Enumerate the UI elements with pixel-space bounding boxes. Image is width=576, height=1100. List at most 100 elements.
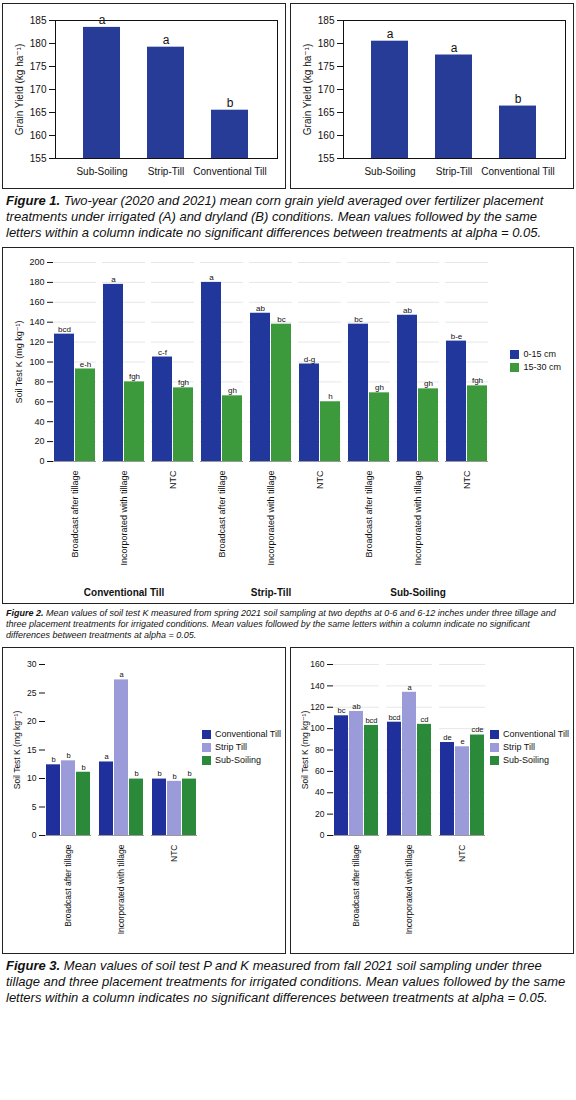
svg-text:e-h: e-h bbox=[80, 360, 92, 369]
svg-text:a: a bbox=[119, 670, 124, 679]
svg-text:NTC: NTC bbox=[462, 470, 472, 489]
svg-text:0: 0 bbox=[32, 830, 37, 840]
svg-text:fgh: fgh bbox=[178, 378, 189, 387]
svg-text:b: b bbox=[227, 96, 234, 110]
svg-text:a: a bbox=[387, 27, 394, 41]
svg-text:b: b bbox=[157, 769, 161, 778]
svg-text:Broadcast after tillage: Broadcast after tillage bbox=[70, 471, 80, 558]
svg-text:bcd: bcd bbox=[388, 713, 400, 722]
svg-text:Strip-Till: Strip-Till bbox=[251, 587, 292, 598]
svg-text:180: 180 bbox=[318, 38, 335, 49]
svg-text:c-f: c-f bbox=[158, 348, 168, 357]
svg-text:40: 40 bbox=[34, 417, 44, 427]
svg-text:Conventional Till: Conventional Till bbox=[193, 166, 266, 177]
svg-text:185: 185 bbox=[318, 15, 335, 26]
svg-text:165: 165 bbox=[318, 107, 335, 118]
svg-text:gh: gh bbox=[375, 383, 384, 392]
svg-text:a: a bbox=[451, 41, 458, 55]
svg-text:NTC: NTC bbox=[168, 470, 178, 489]
svg-text:ab: ab bbox=[256, 304, 265, 313]
svg-text:100: 100 bbox=[29, 357, 44, 367]
svg-text:80: 80 bbox=[34, 377, 44, 387]
svg-text:gh: gh bbox=[228, 386, 237, 395]
svg-text:Broadcast after tillage: Broadcast after tillage bbox=[63, 844, 73, 926]
svg-text:0: 0 bbox=[39, 456, 44, 466]
svg-text:Soil Test K (mg kg⁻¹): Soil Test K (mg kg⁻¹) bbox=[300, 711, 310, 790]
svg-text:bc: bc bbox=[338, 706, 346, 715]
svg-text:60: 60 bbox=[34, 397, 44, 407]
svg-text:Incorporated with tillage: Incorporated with tillage bbox=[119, 471, 129, 566]
svg-text:NTC: NTC bbox=[315, 470, 325, 489]
svg-text:175: 175 bbox=[30, 61, 47, 72]
svg-text:Strip-Till: Strip-Till bbox=[436, 166, 472, 177]
svg-text:b: b bbox=[81, 763, 85, 772]
svg-text:NTC: NTC bbox=[457, 845, 467, 862]
svg-text:120: 120 bbox=[310, 702, 324, 712]
svg-text:170: 170 bbox=[318, 84, 335, 95]
svg-text:160: 160 bbox=[29, 297, 44, 307]
svg-text:120: 120 bbox=[29, 337, 44, 347]
svg-text:ab: ab bbox=[403, 306, 412, 315]
svg-text:170: 170 bbox=[30, 84, 47, 95]
svg-text:Broadcast after tillage: Broadcast after tillage bbox=[217, 471, 227, 558]
svg-text:d-g: d-g bbox=[304, 355, 316, 364]
svg-text:Sub-Soiling: Sub-Soiling bbox=[364, 166, 415, 177]
svg-text:Grain Yield (kg ha⁻¹): Grain Yield (kg ha⁻¹) bbox=[14, 44, 25, 135]
svg-text:Incorporated with tillage: Incorporated with tillage bbox=[413, 471, 423, 566]
svg-text:fgh: fgh bbox=[129, 372, 140, 381]
svg-text:0: 0 bbox=[320, 830, 325, 840]
svg-text:ab: ab bbox=[352, 702, 360, 711]
svg-text:a: a bbox=[163, 33, 170, 47]
svg-text:140: 140 bbox=[310, 681, 324, 691]
svg-text:cd: cd bbox=[421, 715, 429, 724]
svg-text:NTC: NTC bbox=[169, 845, 179, 862]
svg-text:b: b bbox=[51, 755, 55, 764]
svg-text:Conventional Till: Conventional Till bbox=[84, 587, 165, 598]
svg-text:a: a bbox=[209, 273, 214, 282]
svg-text:bc: bc bbox=[354, 315, 362, 324]
svg-text:Soil Test K (mg kg⁻¹): Soil Test K (mg kg⁻¹) bbox=[14, 320, 24, 403]
svg-text:b: b bbox=[515, 92, 522, 106]
svg-text:Grain Yield (kg ha⁻¹): Grain Yield (kg ha⁻¹) bbox=[302, 44, 313, 135]
svg-text:160: 160 bbox=[30, 130, 47, 141]
svg-text:155: 155 bbox=[318, 153, 335, 164]
svg-text:Soil Test K (mg kg⁻¹): Soil Test K (mg kg⁻¹) bbox=[12, 711, 22, 790]
svg-text:bcd: bcd bbox=[58, 325, 71, 334]
svg-text:175: 175 bbox=[318, 61, 335, 72]
svg-text:Incorporated with tillage: Incorporated with tillage bbox=[404, 844, 414, 934]
svg-text:b: b bbox=[134, 769, 138, 778]
svg-text:10: 10 bbox=[27, 773, 37, 783]
svg-text:fgh: fgh bbox=[472, 376, 483, 385]
svg-text:Broadcast after tillage: Broadcast after tillage bbox=[351, 844, 361, 926]
svg-text:Sub-Soiling: Sub-Soiling bbox=[76, 166, 127, 177]
svg-text:b-e: b-e bbox=[451, 332, 463, 341]
svg-text:5: 5 bbox=[32, 802, 37, 812]
svg-text:185: 185 bbox=[30, 15, 47, 26]
svg-text:40: 40 bbox=[315, 787, 325, 797]
svg-text:a: a bbox=[111, 275, 116, 284]
svg-text:gh: gh bbox=[424, 379, 433, 388]
svg-text:160: 160 bbox=[310, 659, 324, 669]
svg-text:30: 30 bbox=[27, 659, 37, 669]
svg-text:bc: bc bbox=[277, 315, 285, 324]
svg-text:20: 20 bbox=[34, 436, 44, 446]
svg-text:e: e bbox=[460, 737, 464, 746]
svg-text:20: 20 bbox=[315, 809, 325, 819]
svg-text:165: 165 bbox=[30, 107, 47, 118]
svg-text:a: a bbox=[407, 683, 412, 692]
svg-text:b: b bbox=[187, 769, 191, 778]
svg-text:155: 155 bbox=[30, 153, 47, 164]
svg-text:Broadcast after tillage: Broadcast after tillage bbox=[364, 471, 374, 558]
svg-text:200: 200 bbox=[29, 257, 44, 267]
svg-text:Strip-Till: Strip-Till bbox=[148, 166, 184, 177]
svg-text:cde: cde bbox=[471, 725, 483, 734]
svg-text:100: 100 bbox=[310, 723, 324, 733]
svg-text:60: 60 bbox=[315, 766, 325, 776]
svg-text:Conventional Till: Conventional Till bbox=[481, 166, 554, 177]
svg-text:h: h bbox=[328, 392, 332, 401]
svg-text:180: 180 bbox=[30, 38, 47, 49]
svg-text:b: b bbox=[66, 751, 70, 760]
svg-text:80: 80 bbox=[315, 745, 325, 755]
svg-text:25: 25 bbox=[27, 688, 37, 698]
svg-text:20: 20 bbox=[27, 716, 37, 726]
